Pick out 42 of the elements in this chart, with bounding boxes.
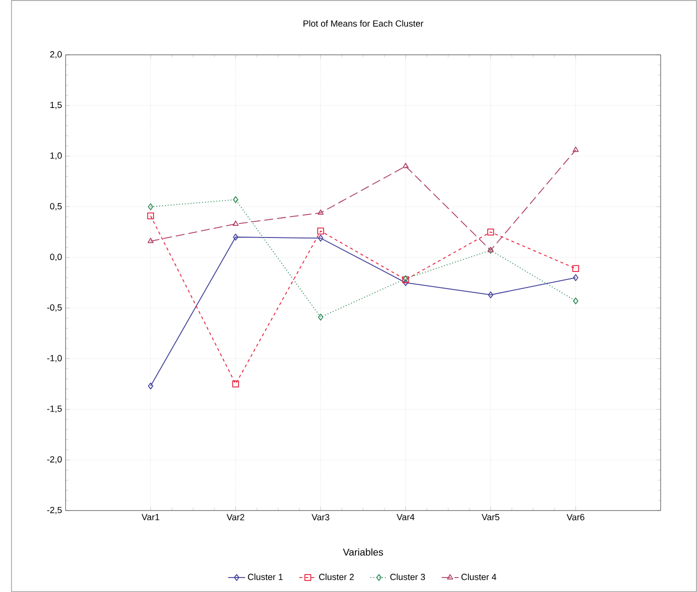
point [402, 162, 409, 168]
point [317, 228, 324, 234]
y-tick-label: -2,5 [47, 506, 62, 514]
point [572, 274, 578, 281]
legend-label: Cluster 3 [390, 574, 425, 580]
y-tick-label: 1,0 [50, 152, 62, 160]
y-tick-label: 0,0 [50, 254, 62, 261]
y-tick-label: 2,0 [50, 51, 62, 58]
point [402, 279, 408, 286]
x-tick-label: Var1 [142, 514, 160, 520]
y-tick-label: 1,5 [50, 102, 62, 110]
point [487, 228, 494, 236]
x-tick-label: Var2 [226, 514, 244, 520]
point [572, 265, 580, 272]
point [572, 297, 578, 304]
y-tick-label: -1,0 [47, 354, 62, 362]
point [232, 380, 240, 388]
point [147, 212, 154, 220]
legend-label: Cluster 4 [461, 574, 496, 580]
point [148, 382, 154, 390]
point [148, 238, 154, 244]
point [318, 209, 324, 215]
x-tick-label: Var6 [566, 514, 584, 520]
y-tick-label: -1,5 [47, 406, 62, 413]
point [318, 234, 324, 242]
y-tick-label: 0,5 [50, 203, 62, 210]
x-tick-label: Var3 [312, 514, 330, 520]
x-tick-label: Var5 [482, 514, 500, 520]
point [232, 234, 238, 240]
y-tick-label: -2,0 [47, 456, 62, 464]
legend-label: Cluster 1 [248, 574, 283, 580]
point [572, 146, 579, 152]
point [232, 196, 238, 204]
legend-label: Cluster 2 [319, 574, 354, 580]
x-axis-title: Variables [342, 548, 384, 556]
chart-title: Plot of Means for Each Cluster [304, 20, 424, 27]
x-tick-label: Var4 [396, 514, 414, 520]
point [148, 203, 154, 210]
point [318, 314, 324, 320]
point [488, 291, 494, 298]
point [232, 220, 239, 226]
y-tick-label: -0,5 [47, 304, 62, 312]
